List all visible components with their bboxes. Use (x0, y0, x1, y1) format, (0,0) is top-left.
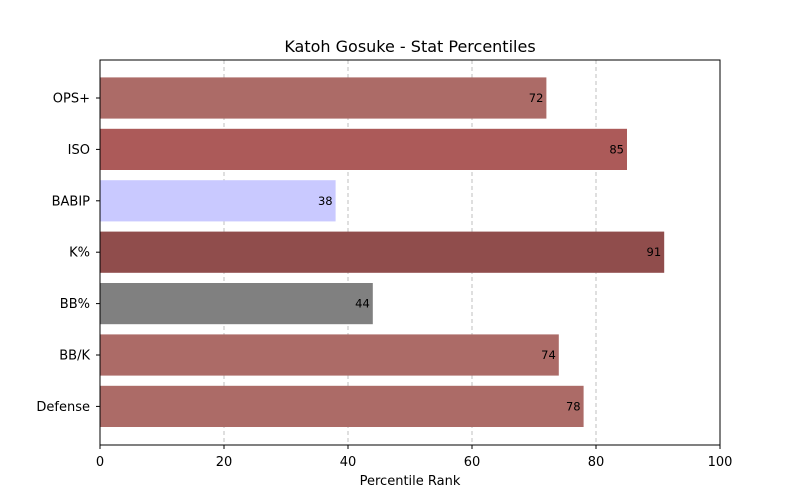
data-label-k: 91 (647, 245, 662, 259)
data-label-bb-k: 74 (541, 348, 556, 362)
y-tick-label-bb: BB% (60, 297, 90, 312)
x-tick-label-60: 60 (464, 455, 481, 470)
y-tick-label-bb-k: BB/K (59, 349, 90, 364)
bar-defense (100, 385, 584, 427)
data-label-ops: 72 (529, 91, 544, 105)
y-tick-label-iso: ISO (68, 143, 90, 158)
y-tick-label-k: K% (69, 246, 90, 261)
x-tick-label-100: 100 (708, 455, 733, 470)
data-label-babip: 38 (318, 194, 333, 208)
x-axis-label: Percentile Rank (360, 474, 461, 489)
bar-bb (100, 283, 373, 325)
x-tick-label-40: 40 (340, 455, 357, 470)
bar-bb-k (100, 334, 559, 376)
data-label-iso: 85 (609, 142, 624, 156)
bar-babip (100, 180, 336, 222)
chart-title: Katoh Gosuke - Stat Percentiles (284, 37, 535, 56)
bar-ops (100, 77, 547, 119)
y-tick-label-ops: OPS+ (53, 92, 90, 107)
x-tick-label-20: 20 (216, 455, 233, 470)
bar-iso (100, 128, 627, 170)
y-axis-ticks: OPS+ ISO BABIP K% BB% BB/K Defense (36, 92, 100, 415)
data-label-defense: 78 (566, 399, 581, 413)
data-labels: 72 85 38 91 44 74 78 (318, 91, 661, 413)
x-tick-label-0: 0 (96, 455, 104, 470)
x-axis-ticks: 0 20 40 60 80 100 (96, 445, 733, 470)
data-label-bb: 44 (355, 297, 370, 311)
y-tick-label-defense: Defense (36, 400, 90, 415)
x-tick-label-80: 80 (588, 455, 605, 470)
bars (100, 77, 665, 427)
bar-k (100, 231, 665, 273)
y-tick-label-babip: BABIP (52, 194, 91, 209)
